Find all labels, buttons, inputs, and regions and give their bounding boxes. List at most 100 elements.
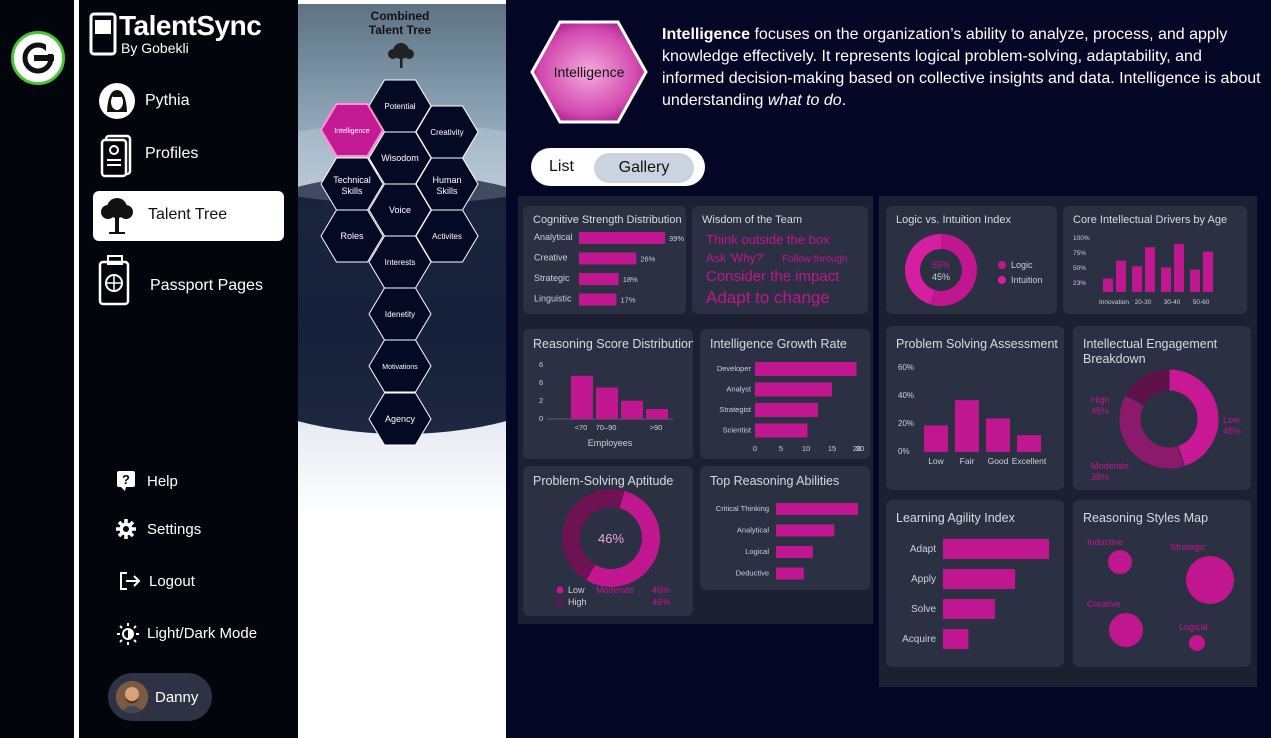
logout-label: Logout <box>149 573 195 590</box>
card-title: Intellectual Engagement Breakdown <box>1083 337 1217 367</box>
description-end: . <box>841 92 847 109</box>
tree-node-hex <box>319 103 385 157</box>
wisdom-phrase: Adapt to change <box>706 288 830 307</box>
bar-label: Adapt <box>910 544 936 555</box>
bar <box>755 382 832 397</box>
legend-swatch <box>556 598 564 606</box>
tree-node-label: Idenetity <box>385 310 415 319</box>
tree-node-intelligence[interactable]: Intelligence <box>319 103 385 157</box>
x-tick-label: Innovation <box>1099 299 1129 306</box>
help-icon: ? <box>117 471 135 491</box>
wisdom-phrase: Think outside the box <box>706 232 830 247</box>
bar-label: Deductive <box>736 569 769 578</box>
y-tick-label: 6 <box>539 378 543 387</box>
user-profile-chip[interactable]: Danny <box>108 673 212 721</box>
tree-node-label: Skills <box>436 186 458 196</box>
tree-logo-icon <box>388 43 414 68</box>
tree-node-agency[interactable]: Agency <box>368 392 432 446</box>
card-title: Reasoning Styles Map <box>1083 511 1209 525</box>
donut-slice-label: Moderate <box>1091 461 1129 471</box>
light-dark-mode-toggle[interactable]: Light/Dark Mode <box>115 623 275 645</box>
x-tick-label: <70 <box>575 423 588 432</box>
help-label: Help <box>147 473 178 490</box>
y-tick-label: 2 <box>539 396 543 405</box>
nav-item-passport-pages[interactable]: Passport Pages <box>93 255 284 312</box>
card-title-line1: Intellectual Engagement <box>1083 337 1218 351</box>
logout-button[interactable]: Logout <box>115 571 225 593</box>
tree-node-label: Agency <box>385 414 416 424</box>
learning-agility-chart: Adapt Apply Solve Acquire <box>902 539 1049 649</box>
donut-slice-value: 38% <box>1091 472 1109 482</box>
card-cognitive-strength[interactable]: Cognitive Strength Distribution Analytic… <box>523 206 686 314</box>
legend-label: High <box>568 597 587 607</box>
bar <box>1190 269 1200 292</box>
bubble <box>1109 613 1143 647</box>
card-reasoning-score[interactable]: Reasoning Score Distribution 6 6 2 0 <70 70–9… <box>523 329 693 459</box>
gobekli-logo-icon[interactable] <box>11 31 65 85</box>
bar <box>579 293 617 306</box>
nav-item-label: Profiles <box>145 145 199 162</box>
bar <box>986 418 1010 452</box>
brand-name: TalentSync <box>119 10 262 41</box>
brightness-icon <box>117 623 139 645</box>
help-button[interactable]: ? Help <box>115 471 225 493</box>
wisdom-phrase: Ask 'Why?' <box>706 251 765 265</box>
brand-document-icon <box>89 12 117 56</box>
svg-text:?: ? <box>122 472 130 487</box>
tree-node-label: Activites <box>432 232 462 241</box>
nav-item-pythia[interactable]: Pythia <box>93 77 284 127</box>
card-core-drivers-by-age[interactable]: Core Intellectual Drivers by Age 100% 75%… <box>1063 206 1247 314</box>
bar <box>1116 260 1126 292</box>
brand-logo[interactable]: TalentSync By Gobekli <box>89 8 289 60</box>
tree-node-hex <box>320 209 384 263</box>
card-wisdom-of-team[interactable]: Wisdom of the Team Think outside the box… <box>692 206 868 314</box>
card-top-reasoning-abilities[interactable]: Top Reasoning Abilities Critical Thinkin… <box>700 466 870 590</box>
passport-icon <box>98 255 130 306</box>
bar <box>646 409 668 419</box>
card-title: Core Intellectual Drivers by Age <box>1073 214 1228 226</box>
bar <box>1161 267 1171 292</box>
donut-slice-value: 45% <box>1091 406 1109 416</box>
wisdom-phrase: Follow through <box>782 254 848 265</box>
tree-node-label: Human <box>432 175 461 185</box>
tree-node-label: Technical <box>333 175 371 185</box>
card-problem-solving-assessment[interactable]: Problem Solving Assessment 60% 40% 20% 0% Lo… <box>886 326 1064 490</box>
card-logic-vs-intuition[interactable]: Logic vs. Intuition Index 55% 45% Logic Int… <box>886 206 1057 314</box>
tree-node-roles[interactable]: Roles <box>320 209 384 263</box>
tree-node-motivations[interactable]: Motivations <box>368 339 432 393</box>
card-reasoning-styles-map[interactable]: Reasoning Styles Map Inductive Strategic C… <box>1073 500 1251 667</box>
tree-node-label: Creativity <box>430 128 463 137</box>
tree-node-hex <box>368 339 432 393</box>
bar <box>1174 243 1184 292</box>
card-intelligence-growth[interactable]: Intelligence Growth Rate Developer Analys… <box>700 329 870 459</box>
card-learning-agility[interactable]: Learning Agility Index Adapt Apply Solve Ac… <box>886 500 1064 667</box>
bar-label: Linguistic <box>534 294 572 304</box>
bar <box>1203 251 1213 292</box>
list-view-button[interactable]: List <box>549 158 574 175</box>
bar-value-label: 18% <box>623 275 638 284</box>
bar <box>943 569 1016 589</box>
gallery-view-button[interactable]: Gallery <box>594 153 694 183</box>
bar <box>596 387 618 419</box>
bar-label: Critical Thinking <box>716 504 769 513</box>
card-title: Cognitive Strength Distribution <box>533 214 682 226</box>
donut-slice <box>929 234 977 306</box>
user-name: Danny <box>155 689 199 706</box>
x-tick-label: 15 <box>828 444 836 453</box>
bar-label: Creative <box>534 253 568 263</box>
card-problem-solving-aptitude[interactable]: Problem-Solving Aptitude 46% Low Moderate 4… <box>523 466 693 616</box>
settings-button[interactable]: Settings <box>115 519 225 541</box>
nav-item-profiles[interactable]: Profiles <box>93 130 284 180</box>
bar <box>776 524 835 537</box>
bar-label: Solve <box>911 604 936 615</box>
sidebar: TalentSync By Gobekli Pythia Profiles <box>79 0 298 738</box>
nav-item-talent-tree[interactable]: Talent Tree <box>93 191 284 241</box>
card-intellectual-engagement[interactable]: Intellectual Engagement Breakdown Low 45%… <box>1073 326 1251 490</box>
description-emphasis: what to do <box>767 92 842 109</box>
bar <box>943 599 995 619</box>
user-avatar-icon <box>116 681 148 713</box>
bar <box>943 539 1049 559</box>
wisdom-phrase: Consider the impact <box>706 268 840 285</box>
bar <box>1145 247 1155 292</box>
